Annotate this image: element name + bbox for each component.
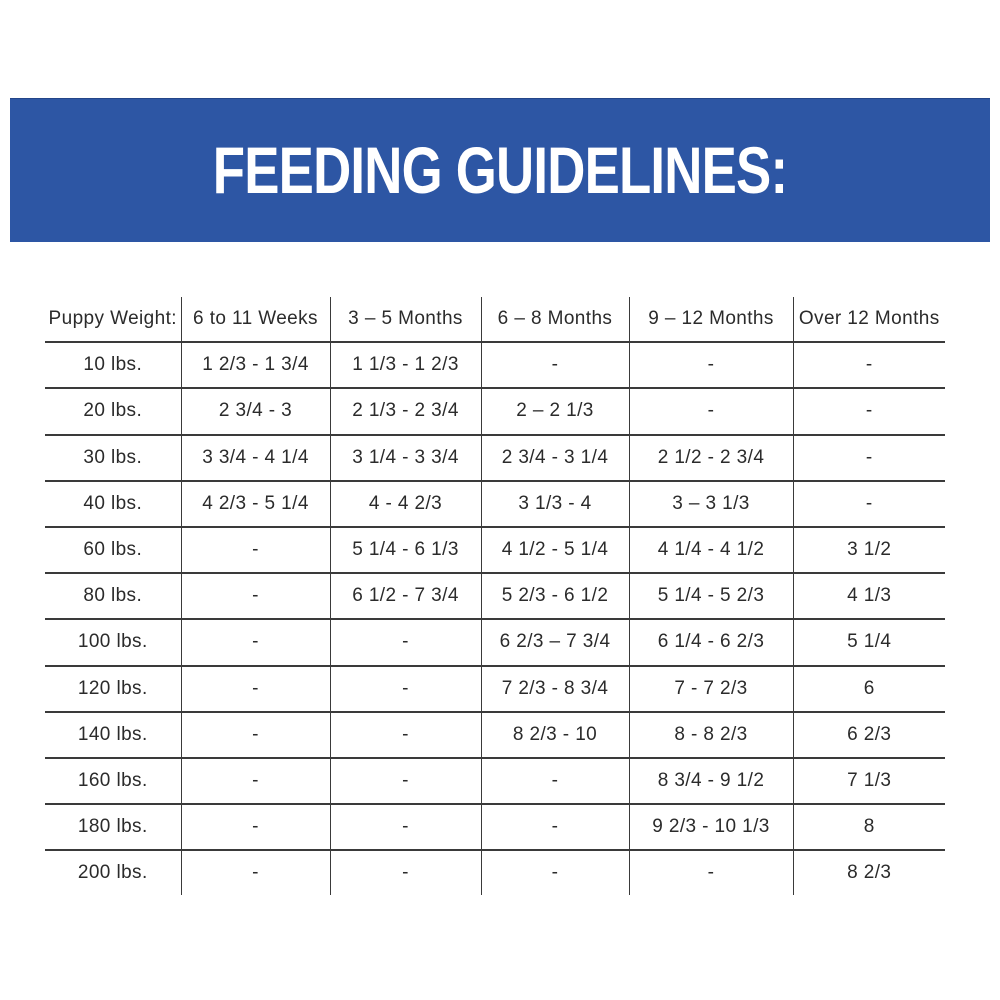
amount-cell: 8 2/3 (847, 862, 892, 884)
amount-cell: - (330, 804, 482, 851)
table-row: 60 lbs. -5 1/4 - 6 1/3 4 1/2 - 5 1/4 4 1/4 … (45, 526, 945, 574)
amount-cell: 2 3/4 - 3 (181, 388, 331, 435)
amount-cell: 3 1/4 - 3 3/4 (330, 434, 482, 481)
amount-cell: - (481, 757, 630, 805)
amount-cell: - (865, 354, 873, 376)
amount-cell: 8 3/4 - 9 1/2 (629, 757, 794, 805)
amount-cell: - (481, 342, 630, 389)
weight-cell: 140 lbs. (45, 711, 182, 758)
weight-cell: 120 lbs. (45, 665, 182, 712)
table-row: 120 lbs. - -7 2/3 - 8 3/4 7 - 7 2/3 6 (45, 665, 945, 712)
weight-cell: 80 lbs. (45, 573, 182, 620)
weight-cell: 30 lbs. (45, 434, 182, 481)
amount-cell: 2 – 2 1/3 (481, 388, 630, 435)
amount-cell: - (629, 850, 794, 896)
amount-cell: 1 2/3 - 1 3/4 (181, 342, 331, 389)
amount-cell: 8 2/3 - 10 (481, 711, 630, 758)
amount-cell: - (330, 665, 482, 712)
amount-cell: 8 (863, 816, 875, 838)
amount-cell: 4 - 4 2/3 (330, 480, 482, 527)
amount-cell: 3 1/3 - 4 (481, 480, 630, 527)
column-header-5: Over 12 Months (798, 308, 940, 330)
amount-cell: - (330, 619, 482, 666)
amount-cell: 3 1/2 (847, 539, 892, 561)
amount-cell: 6 1/2 - 7 3/4 (330, 573, 482, 620)
table-row: 180 lbs. - - -9 2/3 - 10 1/3 8 (45, 804, 945, 851)
weight-cell: 200 lbs. (45, 850, 182, 896)
table-body: 10 lbs. 1 2/3 - 1 3/4 1 1/3 - 1 2/3- - -20 l… (45, 342, 945, 896)
weight-cell: 160 lbs. (45, 757, 182, 805)
column-header-0: Puppy Weight: (45, 297, 182, 343)
amount-cell: - (865, 492, 873, 514)
amount-cell: 5 1/4 - 6 1/3 (330, 526, 482, 574)
table-row: 160 lbs. - - -8 3/4 - 9 1/2 7 1/3 (45, 757, 945, 805)
amount-cell: 7 - 7 2/3 (629, 665, 794, 712)
amount-cell: - (181, 757, 331, 805)
amount-cell: - (481, 850, 630, 896)
weight-cell: 60 lbs. (45, 526, 182, 574)
amount-cell: 4 2/3 - 5 1/4 (181, 480, 331, 527)
weight-cell: 40 lbs. (45, 480, 182, 527)
amount-cell: 3 3/4 - 4 1/4 (181, 434, 331, 481)
table-row: 30 lbs. 3 3/4 - 4 1/4 3 1/4 - 3 3/4 2 3/4 -… (45, 434, 945, 481)
amount-cell: 6 1/4 - 6 2/3 (629, 619, 794, 666)
amount-cell: - (181, 711, 331, 758)
amount-cell: 4 1/3 (847, 585, 892, 607)
weight-cell: 10 lbs. (45, 342, 182, 389)
table-row: 100 lbs. - -6 2/3 – 7 3/4 6 1/4 - 6 2/3 5 1/… (45, 619, 945, 666)
amount-cell: - (629, 388, 794, 435)
amount-cell: 6 2/3 – 7 3/4 (481, 619, 630, 666)
amount-cell: - (181, 665, 331, 712)
amount-cell: 2 3/4 - 3 1/4 (481, 434, 630, 481)
amount-cell: - (865, 446, 873, 468)
amount-cell: 9 2/3 - 10 1/3 (629, 804, 794, 851)
table-row: 10 lbs. 1 2/3 - 1 3/4 1 1/3 - 1 2/3- - - (45, 342, 945, 389)
amount-cell: 6 (863, 677, 875, 699)
amount-cell: 2 1/3 - 2 3/4 (330, 388, 482, 435)
amount-cell: 5 1/4 (847, 631, 892, 653)
amount-cell: - (629, 342, 794, 389)
amount-cell: 3 – 3 1/3 (629, 480, 794, 527)
column-header-1: 6 to 11 Weeks (181, 297, 331, 343)
amount-cell: - (481, 804, 630, 851)
amount-cell: - (181, 804, 331, 851)
page-title: FEEDING GUIDELINES: (212, 133, 788, 207)
amount-cell: 6 2/3 (847, 723, 892, 745)
amount-cell: 8 - 8 2/3 (629, 711, 794, 758)
amount-cell: 5 1/4 - 5 2/3 (629, 573, 794, 620)
table-row: 80 lbs. -6 1/2 - 7 3/4 5 2/3 - 6 1/2 5 1/4 … (45, 573, 945, 620)
table-row: 200 lbs. - - - -8 2/3 (45, 850, 945, 896)
feeding-table: Puppy Weight: 6 to 11 Weeks 3 – 5 Months 6 … (45, 297, 945, 896)
column-header-2: 3 – 5 Months (330, 297, 482, 343)
amount-cell: 1 1/3 - 1 2/3 (330, 342, 482, 389)
table-row: 140 lbs. - -8 2/3 - 10 8 - 8 2/3 6 2/3 (45, 711, 945, 758)
amount-cell: - (181, 850, 331, 896)
amount-cell: - (330, 850, 482, 896)
weight-cell: 100 lbs. (45, 619, 182, 666)
amount-cell: - (865, 400, 873, 422)
header-row: Puppy Weight: 6 to 11 Weeks 3 – 5 Months 6 … (45, 297, 945, 343)
amount-cell: - (181, 619, 331, 666)
amount-cell: - (330, 757, 482, 805)
weight-cell: 180 lbs. (45, 804, 182, 851)
amount-cell: 4 1/2 - 5 1/4 (481, 526, 630, 574)
amount-cell: 2 1/2 - 2 3/4 (629, 434, 794, 481)
amount-cell: 4 1/4 - 4 1/2 (629, 526, 794, 574)
amount-cell: 7 2/3 - 8 3/4 (481, 665, 630, 712)
column-header-4: 9 – 12 Months (629, 297, 794, 343)
amount-cell: - (181, 573, 331, 620)
title-banner: FEEDING GUIDELINES: (10, 98, 990, 242)
amount-cell: - (330, 711, 482, 758)
amount-cell: 7 1/3 (847, 769, 892, 791)
amount-cell: - (181, 526, 331, 574)
column-header-3: 6 – 8 Months (481, 297, 630, 343)
amount-cell: 5 2/3 - 6 1/2 (481, 573, 630, 620)
weight-cell: 20 lbs. (45, 388, 182, 435)
